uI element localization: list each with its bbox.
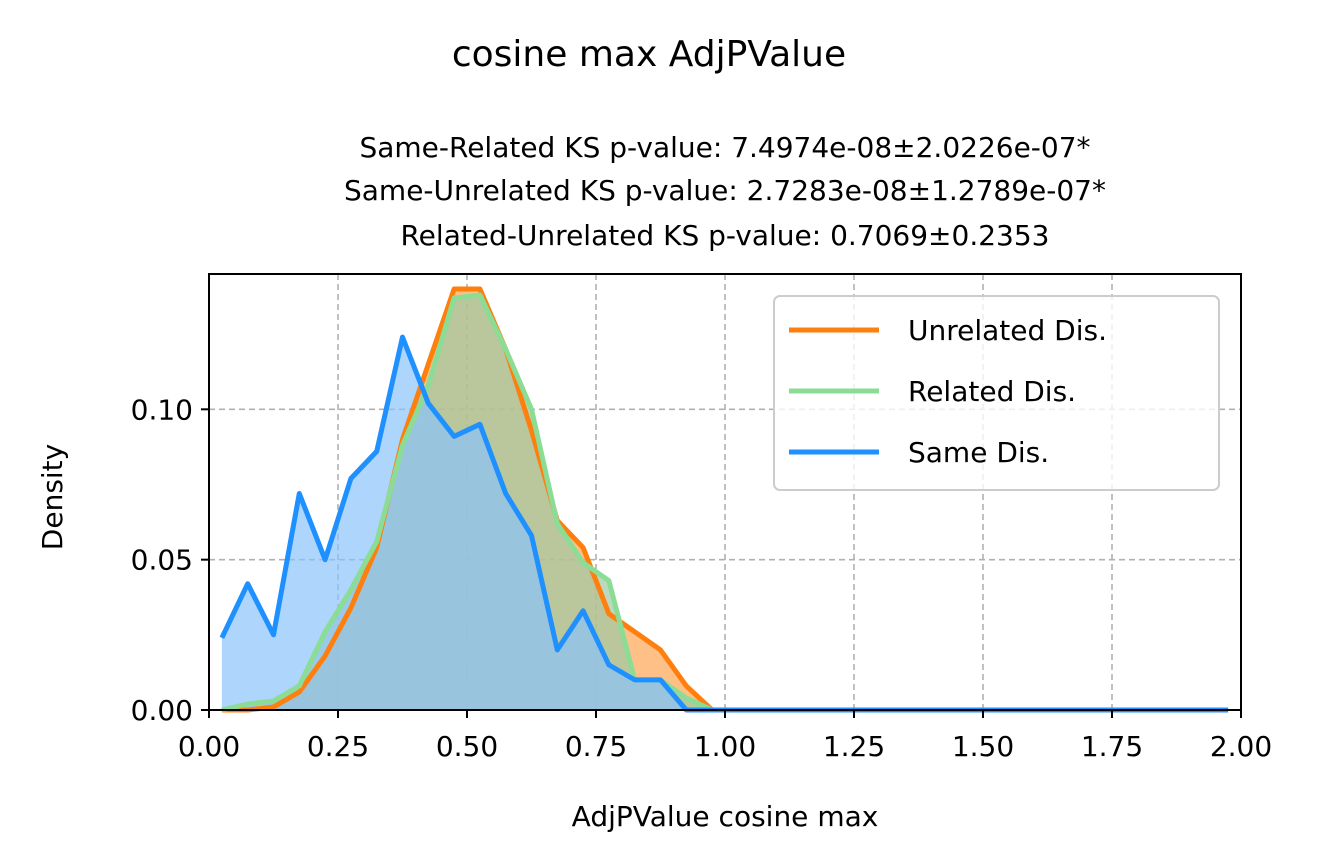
legend: Unrelated Dis. Related Dis. Same Dis. <box>773 295 1220 491</box>
legend-box <box>773 295 1220 491</box>
x-tick-label-8: 2.00 <box>1210 730 1272 763</box>
subtitle-line-2: Same-Unrelated KS p-value: 2.7283e-08±1.… <box>344 174 1106 207</box>
legend-label-unrelated-dis: Unrelated Dis. <box>908 314 1107 347</box>
x-tick-label-0: 0.00 <box>178 730 240 763</box>
x-tick-label-1: 0.25 <box>307 730 369 763</box>
legend-label-related-dis: Related Dis. <box>908 375 1076 408</box>
x-tick-label-4: 1.00 <box>694 730 756 763</box>
x-tick-label-5: 1.25 <box>823 730 885 763</box>
x-tick-label-6: 1.50 <box>952 730 1014 763</box>
x-axis-label: AdjPValue cosine max <box>572 800 879 833</box>
legend-label-same-dis: Same Dis. <box>908 436 1049 469</box>
subtitle-line-3: Related-Unrelated KS p-value: 0.7069±0.2… <box>400 219 1049 252</box>
y-axis-label: Density <box>36 444 69 550</box>
x-tick-label-3: 0.75 <box>565 730 627 763</box>
chart-title: cosine max AdjPValue <box>452 34 846 75</box>
y-tick-label-0: 0.00 <box>131 694 193 727</box>
x-tick-label-7: 1.75 <box>1081 730 1143 763</box>
subtitle-line-1: Same-Related KS p-value: 7.4974e-08±2.02… <box>359 131 1090 164</box>
x-tick-label-2: 0.50 <box>436 730 498 763</box>
y-tick-label-2: 0.10 <box>131 393 193 426</box>
axis-ticks: 0.00 0.25 0.50 0.75 1.00 1.25 1.50 1.75 2.00 0.00… <box>131 393 1273 763</box>
density-fills <box>221 289 1229 710</box>
fill-same-dis <box>221 337 1229 710</box>
y-tick-label-1: 0.05 <box>131 544 193 577</box>
